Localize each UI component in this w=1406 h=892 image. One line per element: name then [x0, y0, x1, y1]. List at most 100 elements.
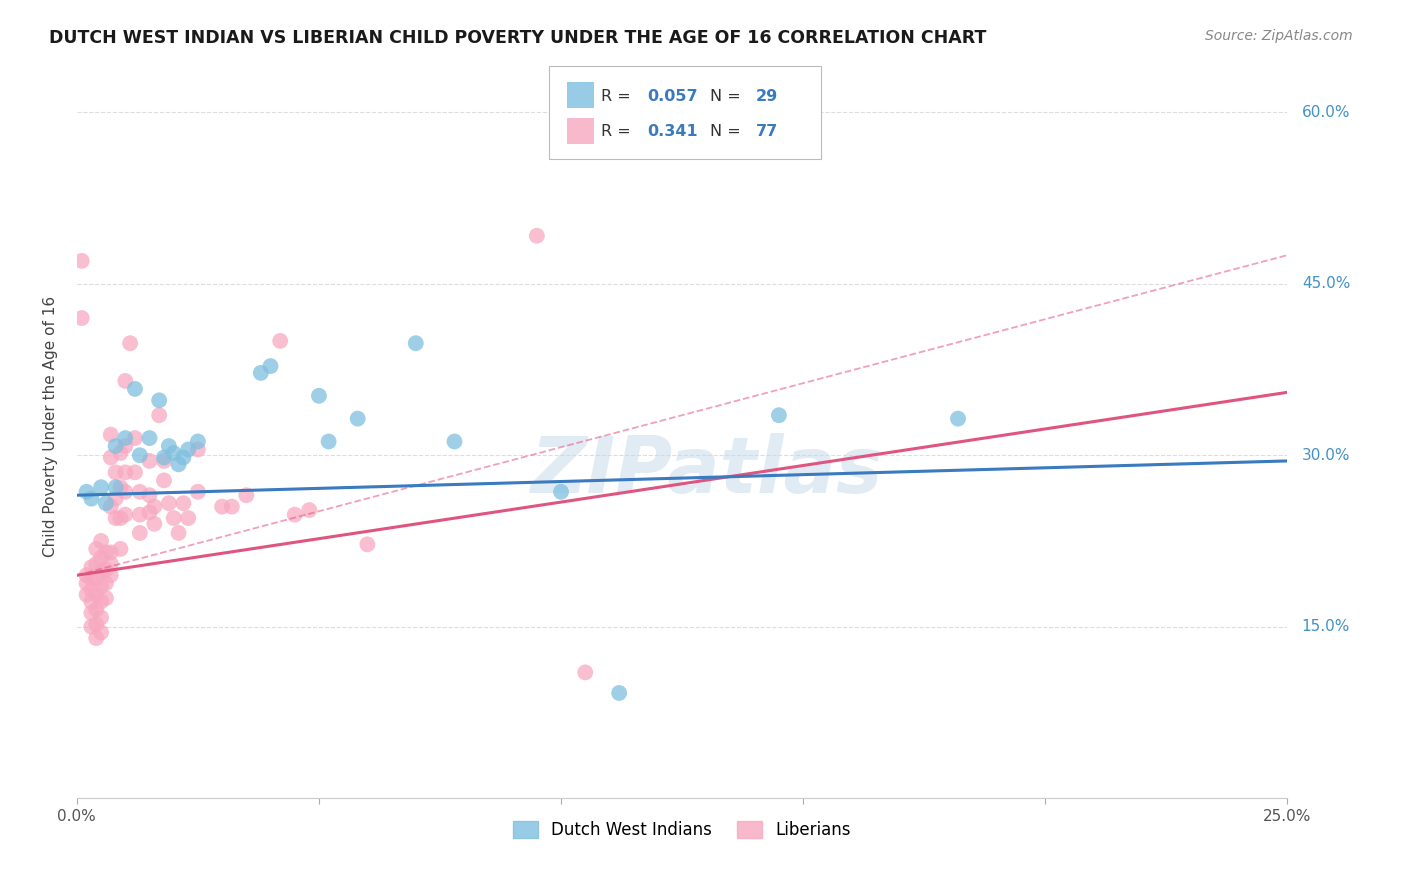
Point [104, 491, 127, 506]
Bar [567, 118, 593, 144]
Point [356, 537, 378, 551]
Point [114, 508, 136, 522]
Point [284, 508, 307, 522]
Point [80, 594, 103, 608]
Point [124, 382, 146, 396]
Text: N =: N = [710, 88, 745, 103]
Point [143, 516, 166, 531]
Point [94, 545, 117, 559]
Point [76, 576, 98, 591]
Point [124, 431, 146, 445]
Point [80, 560, 103, 574]
Point [318, 434, 340, 449]
Point [84, 602, 107, 616]
Y-axis label: Child Poverty Under the Age of 16: Child Poverty Under the Age of 16 [44, 296, 58, 558]
Point [114, 484, 136, 499]
Point [76, 568, 98, 582]
Text: ZIPatlas: ZIPatlas [530, 434, 883, 509]
Point [114, 374, 136, 388]
Point [157, 496, 180, 510]
Point [128, 525, 150, 540]
Point [308, 389, 330, 403]
Point [946, 411, 969, 425]
Point [94, 591, 117, 606]
Point [167, 458, 190, 472]
Text: 60.0%: 60.0% [1302, 104, 1350, 120]
Text: 77: 77 [756, 124, 778, 139]
FancyBboxPatch shape [548, 66, 821, 159]
Point [110, 541, 132, 556]
Point [70, 253, 93, 268]
Text: 0.057: 0.057 [647, 88, 697, 103]
Point [128, 508, 150, 522]
Point [100, 568, 122, 582]
Point [84, 557, 107, 571]
Text: 29: 29 [756, 88, 778, 103]
Point [80, 491, 103, 506]
Point [124, 466, 146, 480]
Point [104, 466, 127, 480]
Point [172, 450, 194, 465]
Point [187, 484, 209, 499]
Point [221, 500, 243, 514]
Point [153, 450, 176, 465]
Point [84, 588, 107, 602]
Point [138, 488, 160, 502]
Point [76, 484, 98, 499]
Point [177, 442, 200, 457]
Point [153, 454, 176, 468]
Point [90, 533, 112, 548]
Legend: Dutch West Indians, Liberians: Dutch West Indians, Liberians [506, 814, 858, 846]
Point [104, 439, 127, 453]
Point [574, 665, 596, 680]
Point [84, 631, 107, 645]
Point [153, 474, 176, 488]
Point [90, 594, 112, 608]
Point [128, 484, 150, 499]
Point [100, 500, 122, 514]
Point [172, 496, 194, 510]
Point [94, 496, 117, 510]
Text: R =: R = [600, 124, 636, 139]
Point [138, 505, 160, 519]
Point [163, 446, 186, 460]
Point [114, 466, 136, 480]
Point [143, 500, 166, 514]
Point [100, 557, 122, 571]
Point [128, 448, 150, 462]
Point [114, 431, 136, 445]
Point [526, 228, 548, 243]
Point [163, 511, 186, 525]
Text: R =: R = [600, 88, 636, 103]
Point [94, 562, 117, 576]
Point [405, 336, 427, 351]
Point [138, 454, 160, 468]
Point [187, 434, 209, 449]
Point [90, 580, 112, 594]
Point [80, 583, 103, 598]
Point [104, 480, 127, 494]
Point [157, 439, 180, 453]
Point [94, 576, 117, 591]
Text: Source: ZipAtlas.com: Source: ZipAtlas.com [1205, 29, 1353, 43]
Point [550, 484, 572, 499]
Point [110, 480, 132, 494]
Point [100, 450, 122, 465]
Point [80, 606, 103, 620]
Point [84, 617, 107, 632]
Text: DUTCH WEST INDIAN VS LIBERIAN CHILD POVERTY UNDER THE AGE OF 16 CORRELATION CHAR: DUTCH WEST INDIAN VS LIBERIAN CHILD POVE… [49, 29, 987, 46]
Point [298, 503, 321, 517]
Point [90, 625, 112, 640]
Point [90, 480, 112, 494]
Point [346, 411, 368, 425]
Point [443, 434, 465, 449]
Point [120, 336, 142, 351]
Point [211, 500, 233, 514]
Point [84, 541, 107, 556]
Point [110, 446, 132, 460]
Point [148, 393, 170, 408]
Point [90, 551, 112, 566]
Point [768, 408, 790, 422]
Point [259, 359, 281, 373]
Point [90, 565, 112, 579]
